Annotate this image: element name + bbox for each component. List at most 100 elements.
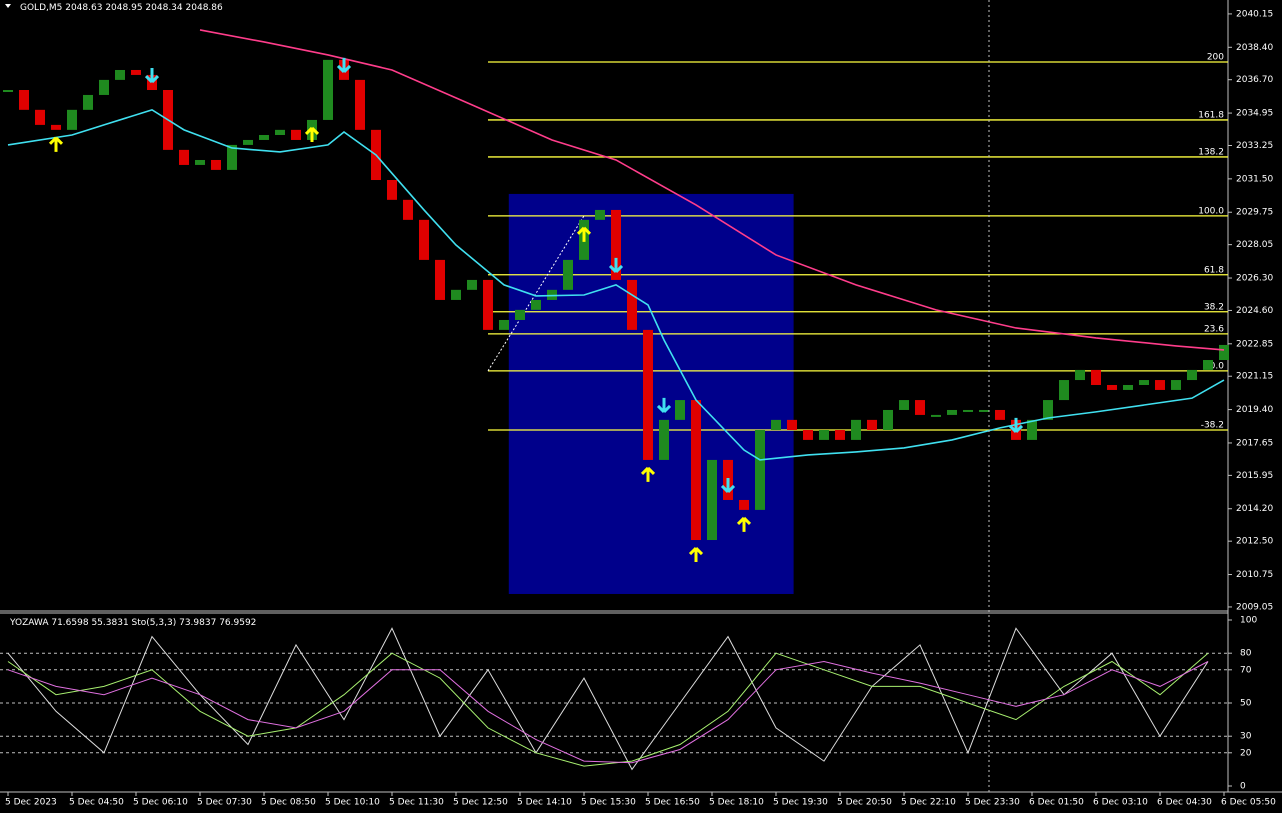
price-bar	[883, 409, 893, 430]
indicator-value: 73.9837	[179, 618, 216, 628]
price-bar	[627, 279, 637, 330]
indicator-header: YOZAWA 71.6598 55.3831 Sto(5,3,3) 73.983…	[9, 618, 256, 628]
indicator-name: Sto(5,3,3)	[132, 618, 177, 628]
y-tick-label: 80	[1240, 649, 1252, 659]
price-bar	[947, 409, 957, 415]
price-bar	[995, 409, 1005, 420]
price-bar	[707, 459, 717, 541]
signal-down	[656, 397, 672, 413]
x-tick-label: 6 Dec 05:50	[1221, 798, 1276, 808]
price-bar	[1107, 384, 1117, 390]
price-bar	[83, 94, 93, 110]
price-bar	[451, 289, 461, 300]
x-tick-label: 5 Dec 23:30	[965, 798, 1020, 808]
x-tick-label: 6 Dec 03:10	[1093, 798, 1148, 808]
price-bar	[291, 129, 301, 140]
moving-average	[199, 29, 1225, 351]
ohlc-value: 2048.86	[186, 3, 223, 13]
y-tick-label: 0	[1240, 782, 1246, 792]
oscillator-line	[7, 652, 1209, 767]
y-tick-label: 2017.65	[1236, 438, 1273, 448]
indicator-value: 71.6598	[51, 618, 88, 628]
price-bar	[131, 69, 141, 75]
ohlc-value: 2048.95	[105, 3, 142, 13]
price-bar	[643, 329, 653, 460]
x-tick-label: 5 Dec 07:30	[197, 798, 252, 808]
indicator-value: 55.3831	[91, 618, 128, 628]
x-tick-label: 5 Dec 06:10	[133, 798, 188, 808]
price-bar	[467, 279, 477, 290]
price-bar	[1155, 380, 1165, 390]
price-bar	[179, 149, 189, 165]
price-bar	[243, 139, 253, 145]
signal-up	[736, 516, 752, 532]
price-bar	[483, 279, 493, 330]
price-bar	[963, 409, 973, 412]
price-bar	[67, 109, 77, 130]
y-tick-label: 2034.95	[1236, 109, 1273, 119]
price-bar	[1171, 380, 1181, 390]
oscillator-line	[7, 660, 1209, 764]
price-bar	[1203, 360, 1213, 370]
price-bar	[899, 400, 909, 410]
y-tick-label: 2031.50	[1236, 174, 1273, 184]
x-tick-label: 5 Dec 2023	[5, 798, 57, 808]
signal-down	[336, 57, 352, 73]
price-bar	[419, 219, 429, 260]
price-bar	[691, 400, 701, 541]
price-bar	[115, 69, 125, 80]
fib-label: 23.6	[1204, 324, 1224, 334]
header: GOLD,M5 2048.63 2048.95 2048.34 2048.86	[20, 3, 223, 13]
price-bar	[387, 180, 397, 200]
indicator-value: 76.9592	[219, 618, 256, 628]
price-bar	[435, 259, 445, 300]
fib-label: 138.2	[1198, 147, 1224, 157]
y-tick-label: 100	[1240, 616, 1257, 626]
price-bar	[227, 144, 237, 170]
fib-label: -38.2	[1201, 420, 1224, 430]
x-tick-label: 5 Dec 16:50	[645, 798, 700, 808]
price-bar	[51, 124, 61, 130]
price-bar	[851, 419, 861, 440]
price-bar	[931, 414, 941, 417]
x-tick-label: 6 Dec 04:30	[1157, 798, 1212, 808]
price-bar	[563, 259, 573, 290]
fib-label: 161.8	[1198, 110, 1224, 120]
price-bar	[211, 159, 221, 170]
fib-label: 38.2	[1204, 302, 1224, 312]
y-tick-label: 2028.05	[1236, 240, 1273, 250]
y-tick-label: 2024.60	[1236, 306, 1273, 316]
x-tick-label: 5 Dec 08:50	[261, 798, 316, 808]
price-bar	[1123, 384, 1133, 390]
price-bar	[755, 429, 765, 510]
fib-label: 61.8	[1204, 265, 1224, 275]
price-bar	[275, 129, 285, 136]
price-bar	[979, 409, 989, 412]
price-bar	[1075, 369, 1085, 381]
price-bar	[499, 319, 509, 330]
y-tick-label: 2014.20	[1236, 504, 1273, 514]
y-tick-label: 2009.05	[1236, 602, 1273, 612]
signal-down	[1008, 417, 1024, 433]
signal-down	[144, 68, 160, 84]
y-tick-label: 70	[1240, 665, 1252, 675]
price-bar	[1043, 400, 1053, 420]
main-layer: 200 161.8 138.2 100.0 61.8 38.2 23.6 0.0 -38.2	[0, 29, 1229, 771]
x-tick-label: 5 Dec 14:10	[517, 798, 572, 808]
signal-up	[688, 546, 704, 563]
x-tick-label: 5 Dec 19:30	[773, 798, 828, 808]
signal-up	[48, 136, 64, 152]
y-tick-label: 2015.95	[1236, 471, 1273, 481]
y-tick-label: 2019.40	[1236, 405, 1273, 415]
price-bar	[787, 419, 797, 430]
x-tick-label: 5 Dec 22:10	[901, 798, 956, 808]
price-bar	[1187, 369, 1197, 381]
symbol-marker	[5, 4, 11, 8]
price-bar	[355, 79, 365, 130]
price-bar	[1027, 419, 1037, 440]
y-tick-label: 2038.40	[1236, 43, 1273, 53]
y-tick-label: 2033.25	[1236, 141, 1273, 151]
x-tick-label: 5 Dec 11:30	[389, 798, 444, 808]
signal-up	[304, 126, 320, 142]
